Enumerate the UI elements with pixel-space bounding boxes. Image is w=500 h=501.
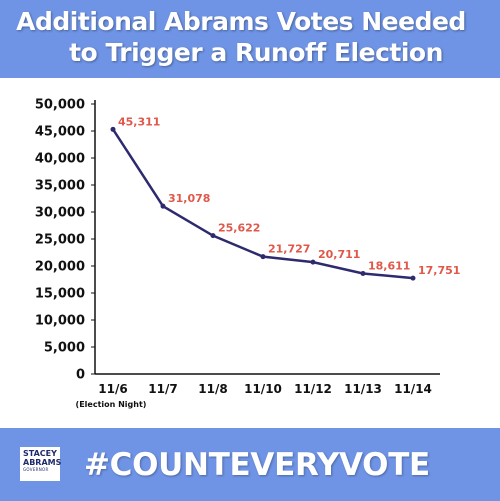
chart-title-line-2: to Trigger a Runoff Election (69, 38, 443, 67)
x-tick-label: 11/12 (294, 382, 332, 396)
y-tick-label: 0 (76, 368, 85, 383)
chart-title-line-1: Additional Abrams Votes Needed (16, 7, 466, 36)
y-tick-label: 40,000 (35, 152, 85, 167)
chart-axes (94, 100, 440, 375)
data-label: 25,622 (218, 222, 260, 235)
x-tick-label: 11/7 (148, 382, 177, 396)
line-chart: 0 5,000 10,000 15,000 20,000 25,000 30,000 35,0… (35, 98, 461, 410)
y-tick-label: 25,000 (35, 233, 85, 248)
data-point (160, 203, 166, 209)
data-point (260, 254, 266, 260)
data-point (210, 233, 216, 239)
data-point (360, 271, 366, 277)
data-point (310, 259, 316, 265)
data-label: 18,611 (368, 260, 410, 273)
y-tick-label: 10,000 (35, 314, 85, 329)
data-labels: 45,311 31,078 25,622 21,727 20,711 18,611 17,7… (118, 115, 461, 277)
logo-line-1: STACEY (23, 449, 57, 458)
data-point (410, 275, 416, 281)
chart-title: Additional Abrams Votes Needed to Trigge… (0, 6, 500, 68)
x-tick-label: 11/6 (98, 382, 127, 396)
x-tick-sublabel: (Election Night) (76, 400, 147, 409)
y-axis-ticks: 0 5,000 10,000 15,000 20,000 25,000 30,000 35,0… (35, 98, 95, 383)
y-tick-label: 35,000 (35, 179, 85, 194)
footer-banner (0, 428, 500, 501)
y-tick-label: 45,000 (35, 125, 85, 140)
data-label: 17,751 (418, 264, 460, 277)
logo-line-3: GOVERNOR (23, 467, 49, 472)
data-point (110, 126, 116, 132)
title-banner (0, 0, 500, 78)
y-tick-label: 5,000 (44, 341, 85, 356)
data-label: 21,727 (268, 243, 310, 256)
y-tick-label: 20,000 (35, 260, 85, 275)
hashtag-text: #COUNTEVERYVOTE (84, 447, 430, 483)
data-label: 20,711 (318, 248, 360, 261)
chart-panel: 0 5,000 10,000 15,000 20,000 25,000 30,000 35,0… (0, 78, 500, 428)
data-label: 45,311 (118, 115, 160, 128)
x-axis-ticks: 11/6 (Election Night)11/7 11/8 11/10 11/12 11… (76, 382, 432, 409)
x-tick-label: 11/8 (198, 382, 227, 396)
data-points (110, 126, 416, 281)
data-label: 31,078 (168, 192, 210, 205)
y-tick-label: 50,000 (35, 98, 85, 113)
campaign-logo: STACEY ABRAMS GOVERNOR (20, 447, 62, 481)
x-tick-label: 11/13 (344, 382, 382, 396)
y-tick-label: 30,000 (35, 206, 85, 221)
logo-line-2: ABRAMS (23, 458, 62, 467)
x-tick-label: 11/14 (394, 382, 432, 396)
x-tick-label: 11/10 (244, 382, 282, 396)
y-tick-label: 15,000 (35, 287, 85, 302)
